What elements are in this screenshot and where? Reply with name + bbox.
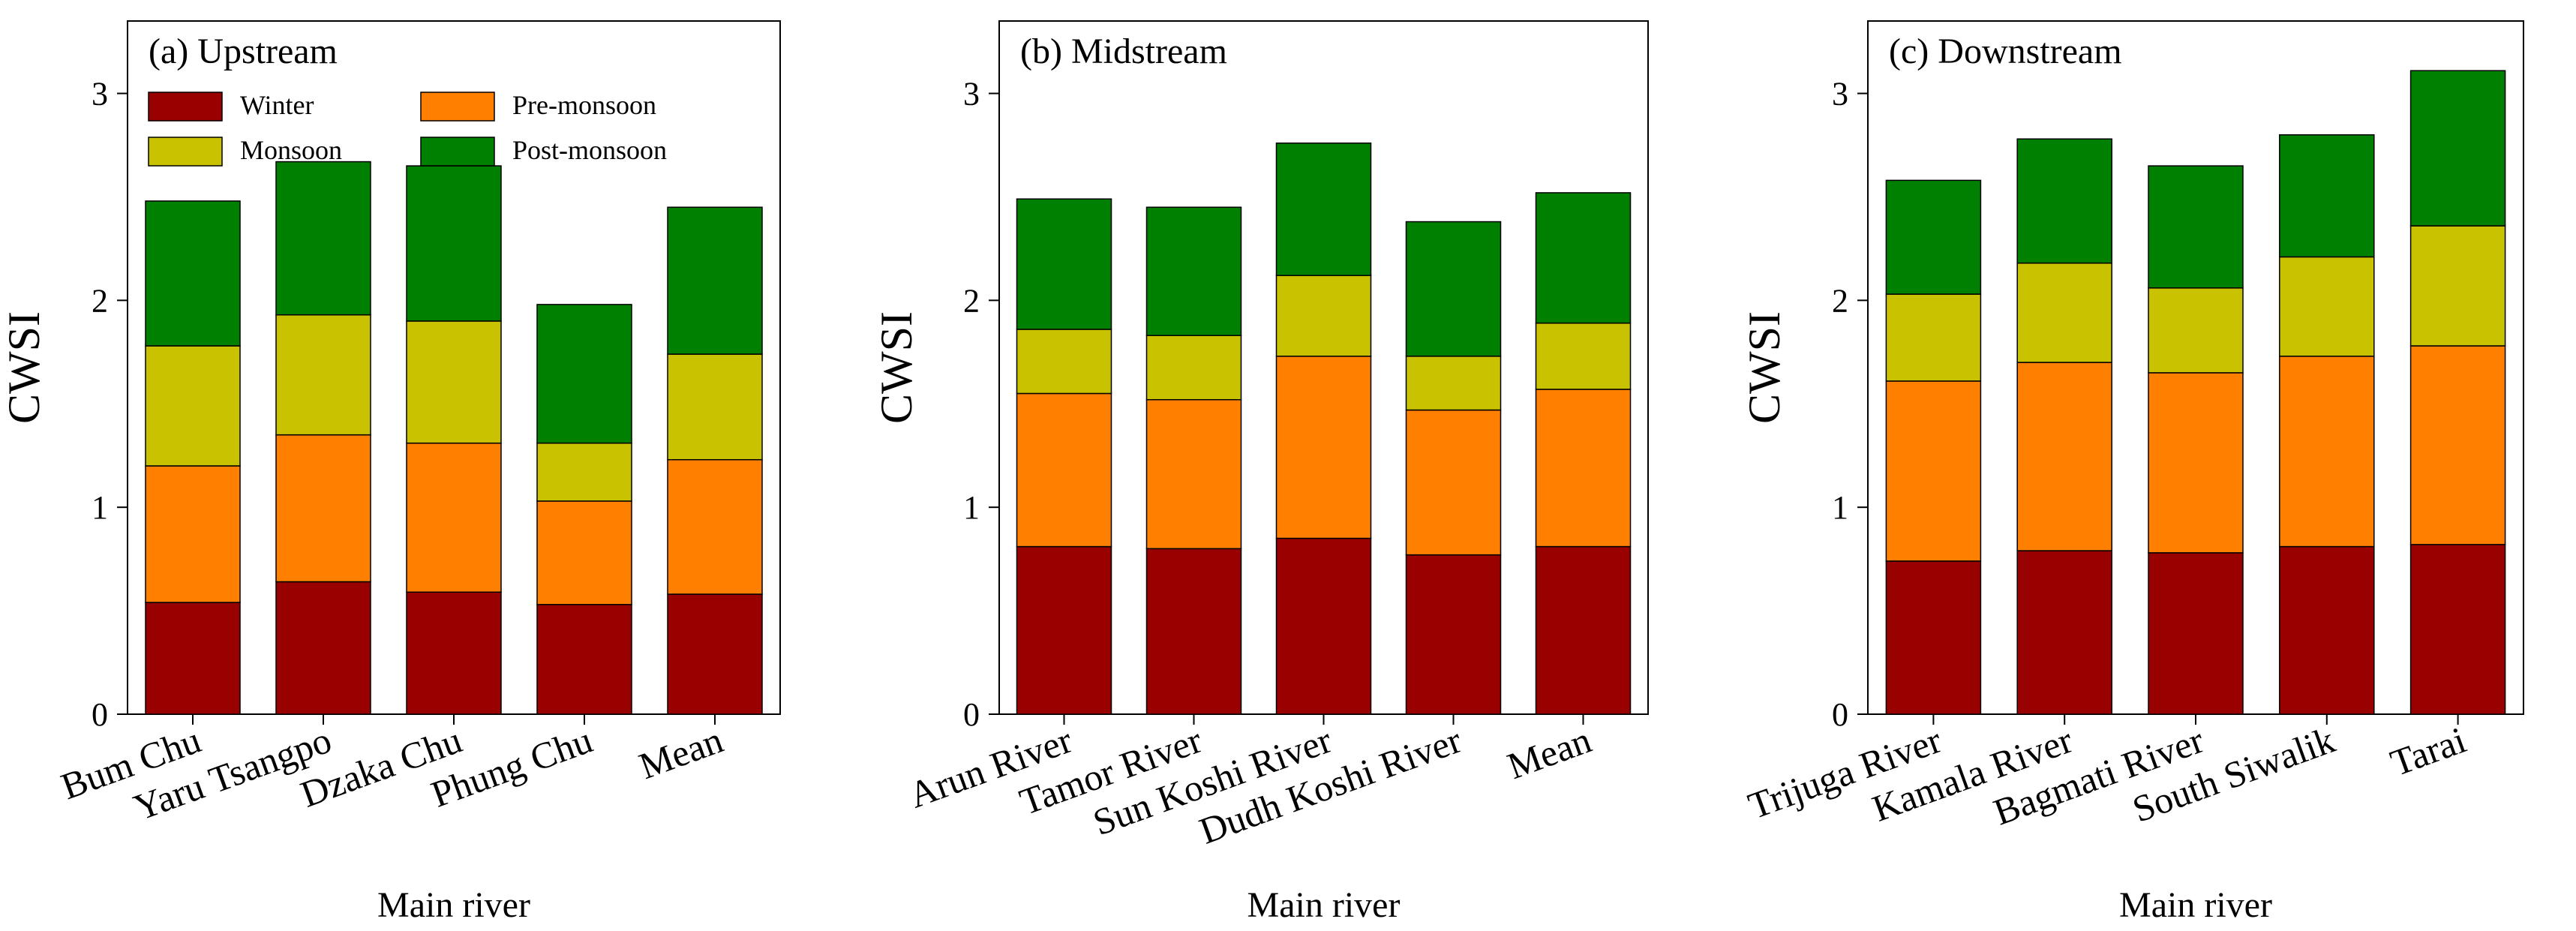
bar-segment-winter [406, 591, 502, 715]
bar-segment-monsoon [667, 353, 763, 461]
bar-segment-post-monsoon [667, 206, 763, 355]
bar-segment-pre-monsoon [1145, 399, 1242, 550]
bar-segment-monsoon [1885, 293, 1982, 382]
bar-segment-monsoon [536, 442, 632, 502]
legend-swatch-monsoon [148, 137, 223, 167]
x-tick-label-midstream: Mean [1502, 719, 1596, 788]
bar-segment-winter [1405, 554, 1502, 715]
bar-segment-winter [2148, 552, 2244, 715]
bar-segment-winter [1275, 537, 1372, 715]
bar-segment-monsoon [1016, 329, 1112, 395]
bar-segment-post-monsoon [1275, 142, 1372, 277]
bar-segment-pre-monsoon [2279, 356, 2375, 548]
bar-segment-monsoon [1535, 322, 1632, 390]
bar-segment-winter [2016, 550, 2112, 715]
bar-segment-post-monsoon [1145, 206, 1242, 336]
y-tick-label-downstream: 0 [1832, 696, 1848, 733]
bar-segment-winter [1535, 545, 1632, 715]
bar-segment-monsoon [1405, 356, 1502, 411]
bar-segment-monsoon [2409, 225, 2506, 347]
legend-label-monsoon: Monsoon [240, 135, 342, 165]
y-tick-label-downstream: 1 [1832, 489, 1848, 526]
panel-title-upstream: (a) Upstream [149, 32, 338, 71]
x-tick-label-downstream: Tarai [2385, 719, 2471, 785]
bar-segment-pre-monsoon [145, 465, 241, 603]
bar-segment-post-monsoon [1016, 198, 1112, 330]
y-tick-label-midstream: 3 [963, 76, 980, 113]
bar-segment-monsoon [145, 345, 241, 467]
x-axis-label-upstream: Main river [377, 885, 530, 925]
legend-label-post-monsoon: Post-monsoon [512, 135, 667, 165]
bar-segment-post-monsoon [536, 304, 632, 444]
bar-segment-pre-monsoon [406, 442, 502, 593]
bar-segment-post-monsoon [145, 200, 241, 347]
y-tick-label-downstream: 3 [1832, 76, 1848, 113]
bar-segment-pre-monsoon [2016, 362, 2112, 551]
bar-segment-pre-monsoon [2409, 345, 2506, 545]
bar-segment-monsoon [1145, 335, 1242, 401]
y-axis-label-upstream: CWSI [0, 311, 49, 424]
x-tick-label-upstream: Mean [634, 719, 728, 788]
bar-segment-winter [2409, 544, 2506, 715]
bar-segment-post-monsoon [1535, 192, 1632, 324]
bar-segment-post-monsoon [1885, 179, 1982, 295]
bar-segment-pre-monsoon [1016, 392, 1112, 548]
bar-segment-post-monsoon [2148, 165, 2244, 289]
bar-segment-winter [2279, 545, 2375, 715]
legend: Winter Pre-monsoon Monsoon Post-monsoon [148, 90, 667, 167]
legend-label-pre-monsoon: Pre-monsoon [512, 90, 656, 120]
bar-segment-winter [275, 581, 371, 715]
bar-segment-pre-monsoon [275, 434, 371, 583]
bar-segment-winter [667, 593, 763, 715]
legend-swatch-post-monsoon [420, 137, 495, 167]
bar-segment-pre-monsoon [2148, 372, 2244, 554]
bar-segment-pre-monsoon [667, 458, 763, 595]
panel-title-downstream: (c) Downstream [1889, 32, 2122, 71]
panel-title-midstream: (b) Midstream [1020, 32, 1227, 71]
bar-segment-monsoon [406, 320, 502, 444]
bar-segment-monsoon [1275, 275, 1372, 357]
bar-segment-pre-monsoon [1275, 356, 1372, 539]
y-axis-label-midstream: CWSI [872, 311, 921, 424]
bar-segment-pre-monsoon [1405, 409, 1502, 556]
bar-segment-winter [145, 602, 241, 715]
y-axis-label-downstream: CWSI [1740, 311, 1789, 424]
bar-segment-winter [1016, 545, 1112, 715]
legend-label-winter: Winter [240, 90, 314, 120]
x-axis-label-midstream: Main river [1247, 885, 1401, 925]
bar-segment-winter [1145, 548, 1242, 715]
bar-segment-post-monsoon [2016, 138, 2112, 264]
bar-segment-pre-monsoon [536, 500, 632, 605]
x-axis-label-downstream: Main river [2119, 885, 2272, 925]
bar-segment-winter [536, 604, 632, 715]
y-tick-label-downstream: 2 [1832, 282, 1848, 319]
bar-segment-post-monsoon [275, 161, 371, 316]
bar-segment-pre-monsoon [1535, 389, 1632, 548]
bar-segment-monsoon [275, 314, 371, 436]
y-tick-label-upstream: 3 [92, 76, 108, 113]
y-tick-label-upstream: 1 [92, 489, 108, 526]
y-tick-label-midstream: 1 [963, 489, 980, 526]
bar-segment-monsoon [2279, 256, 2375, 357]
bar-segment-post-monsoon [2409, 70, 2506, 227]
bar-segment-post-monsoon [2279, 134, 2375, 258]
bar-segment-pre-monsoon [1885, 380, 1982, 562]
bar-segment-post-monsoon [1405, 221, 1502, 357]
y-tick-label-upstream: 0 [92, 696, 108, 733]
y-tick-label-upstream: 2 [92, 282, 108, 319]
bar-segment-monsoon [2016, 262, 2112, 363]
legend-swatch-winter [148, 92, 223, 122]
legend-swatch-pre-monsoon [420, 92, 495, 122]
y-tick-label-midstream: 2 [963, 282, 980, 319]
y-tick-label-midstream: 0 [963, 696, 980, 733]
bar-segment-post-monsoon [406, 165, 502, 322]
bar-segment-winter [1885, 560, 1982, 715]
bar-segment-monsoon [2148, 287, 2244, 374]
